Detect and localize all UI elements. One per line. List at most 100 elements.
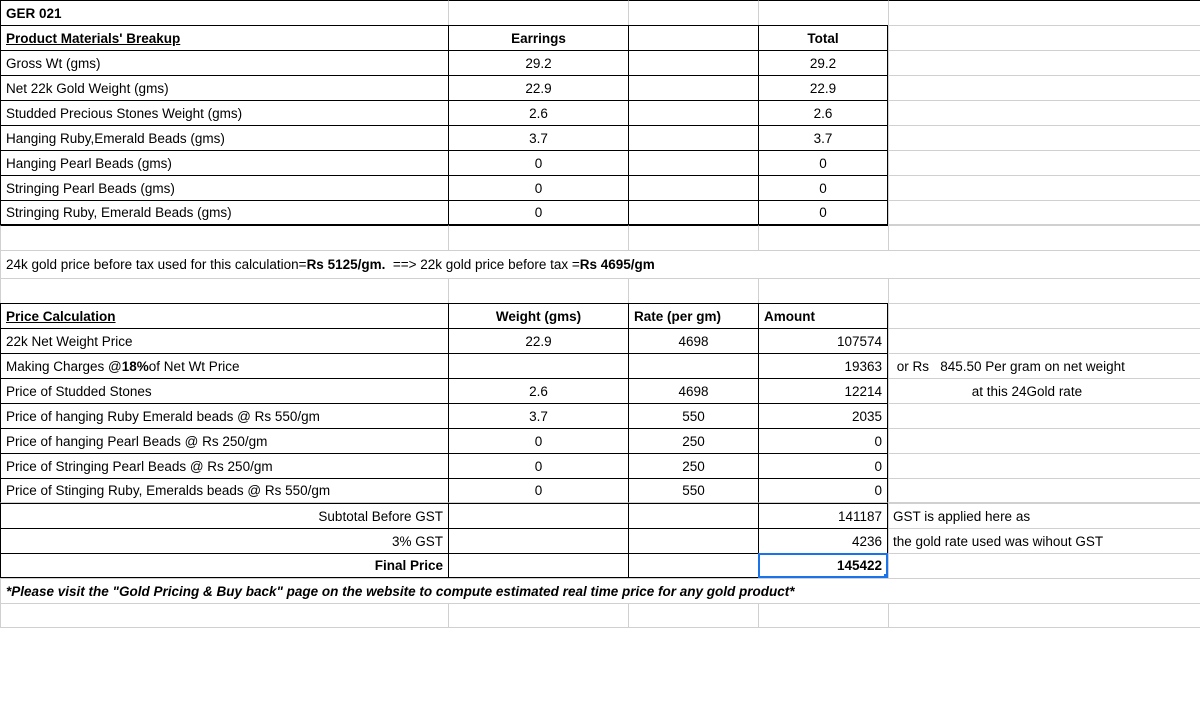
calc-amount[interactable]: 0	[758, 478, 888, 503]
calc-note[interactable]: or Rs 845.50 Per gram on net weight	[888, 353, 1200, 378]
calc-rate[interactable]: 4698	[628, 378, 758, 403]
gst-amount[interactable]: 4236	[758, 528, 888, 553]
cell[interactable]	[888, 75, 1200, 100]
cell[interactable]	[888, 50, 1200, 75]
cell[interactable]	[448, 553, 628, 578]
cell[interactable]	[448, 528, 628, 553]
calc-note[interactable]	[888, 428, 1200, 453]
calc-weight[interactable]: 2.6	[448, 378, 628, 403]
cell[interactable]	[628, 25, 758, 50]
cell[interactable]	[628, 125, 758, 150]
calc-note[interactable]	[888, 478, 1200, 503]
materials-total[interactable]: 0	[758, 200, 888, 225]
cell[interactable]	[448, 0, 628, 25]
materials-total[interactable]: 0	[758, 150, 888, 175]
calc-note[interactable]	[888, 328, 1200, 353]
calc-rate[interactable]: 250	[628, 453, 758, 478]
calc-label[interactable]: Price of Stinging Ruby, Emeralds beads @…	[0, 478, 448, 503]
materials-total[interactable]: 2.6	[758, 100, 888, 125]
calc-rate[interactable]	[628, 353, 758, 378]
cell[interactable]	[888, 553, 1200, 578]
calc-rate[interactable]: 550	[628, 478, 758, 503]
calc-amount[interactable]: 0	[758, 428, 888, 453]
materials-label[interactable]: Studded Precious Stones Weight (gms)	[0, 100, 448, 125]
cell[interactable]	[888, 100, 1200, 125]
materials-label[interactable]: Gross Wt (gms)	[0, 50, 448, 75]
calc-label[interactable]: Price of Studded Stones	[0, 378, 448, 403]
gold-price-note[interactable]: 24k gold price before tax used for this …	[0, 250, 1200, 278]
cell[interactable]	[0, 278, 448, 303]
calc-label[interactable]: Making Charges @18% of Net Wt Price	[0, 353, 448, 378]
materials-earrings[interactable]: 0	[448, 175, 628, 200]
cell[interactable]	[628, 503, 758, 528]
subtotal-amount[interactable]: 141187	[758, 503, 888, 528]
materials-label[interactable]: Stringing Ruby, Emerald Beads (gms)	[0, 200, 448, 225]
cell[interactable]	[628, 100, 758, 125]
cell[interactable]	[758, 603, 888, 628]
cell[interactable]	[888, 150, 1200, 175]
cell[interactable]	[0, 225, 448, 250]
cell[interactable]	[888, 225, 1200, 250]
cell[interactable]	[758, 278, 888, 303]
final-amount[interactable]: 145422	[758, 553, 888, 578]
col-rate-header[interactable]: Rate (per gm)	[628, 303, 758, 328]
materials-label[interactable]: Hanging Pearl Beads (gms)	[0, 150, 448, 175]
cell[interactable]	[628, 0, 758, 25]
materials-earrings[interactable]: 0	[448, 200, 628, 225]
cell[interactable]	[628, 528, 758, 553]
gst-note[interactable]: the gold rate used was wihout GST	[888, 528, 1200, 553]
materials-earrings[interactable]: 22.9	[448, 75, 628, 100]
cell[interactable]	[448, 503, 628, 528]
calc-rate[interactable]: 550	[628, 403, 758, 428]
materials-label[interactable]: Net 22k Gold Weight (gms)	[0, 75, 448, 100]
materials-earrings[interactable]: 3.7	[448, 125, 628, 150]
materials-total[interactable]: 22.9	[758, 75, 888, 100]
materials-earrings[interactable]: 2.6	[448, 100, 628, 125]
calc-label[interactable]: 22k Net Weight Price	[0, 328, 448, 353]
subtotal-note[interactable]: GST is applied here as	[888, 503, 1200, 528]
materials-section-label[interactable]: Product Materials' Breakup	[0, 25, 448, 50]
cell[interactable]	[0, 603, 448, 628]
footer-note[interactable]: *Please visit the "Gold Pricing & Buy ba…	[0, 578, 1200, 603]
cell[interactable]	[888, 303, 1200, 328]
product-code[interactable]: GER 021	[0, 0, 448, 25]
subtotal-label[interactable]: Subtotal Before GST	[0, 503, 448, 528]
calc-label[interactable]: Price of hanging Ruby Emerald beads @ Rs…	[0, 403, 448, 428]
calc-label[interactable]: Price of hanging Pearl Beads @ Rs 250/gm	[0, 428, 448, 453]
calc-rate[interactable]: 4698	[628, 328, 758, 353]
cell[interactable]	[628, 175, 758, 200]
materials-total[interactable]: 3.7	[758, 125, 888, 150]
calc-section-label[interactable]: Price Calculation	[0, 303, 448, 328]
calc-weight[interactable]: 0	[448, 453, 628, 478]
col-amount-header[interactable]: Amount	[758, 303, 888, 328]
materials-label[interactable]: Hanging Ruby,Emerald Beads (gms)	[0, 125, 448, 150]
cell[interactable]	[628, 225, 758, 250]
cell[interactable]	[888, 603, 1200, 628]
cell[interactable]	[448, 278, 628, 303]
cell[interactable]	[888, 278, 1200, 303]
cell[interactable]	[448, 603, 628, 628]
cell[interactable]	[758, 225, 888, 250]
cell[interactable]	[888, 0, 1200, 25]
calc-amount[interactable]: 19363	[758, 353, 888, 378]
calc-amount[interactable]: 2035	[758, 403, 888, 428]
materials-earrings[interactable]: 29.2	[448, 50, 628, 75]
calc-amount[interactable]: 107574	[758, 328, 888, 353]
materials-earrings[interactable]: 0	[448, 150, 628, 175]
cell[interactable]	[888, 125, 1200, 150]
col-earrings-header[interactable]: Earrings	[448, 25, 628, 50]
calc-weight[interactable]: 22.9	[448, 328, 628, 353]
materials-total[interactable]: 29.2	[758, 50, 888, 75]
calc-note[interactable]	[888, 403, 1200, 428]
cell[interactable]	[628, 278, 758, 303]
cell[interactable]	[758, 0, 888, 25]
cell[interactable]	[448, 225, 628, 250]
calc-weight[interactable]: 0	[448, 478, 628, 503]
materials-label[interactable]: Stringing Pearl Beads (gms)	[0, 175, 448, 200]
cell[interactable]	[888, 25, 1200, 50]
calc-amount[interactable]: 12214	[758, 378, 888, 403]
col-total-header[interactable]: Total	[758, 25, 888, 50]
cell[interactable]	[888, 175, 1200, 200]
cell[interactable]	[628, 50, 758, 75]
calc-weight[interactable]: 0	[448, 428, 628, 453]
